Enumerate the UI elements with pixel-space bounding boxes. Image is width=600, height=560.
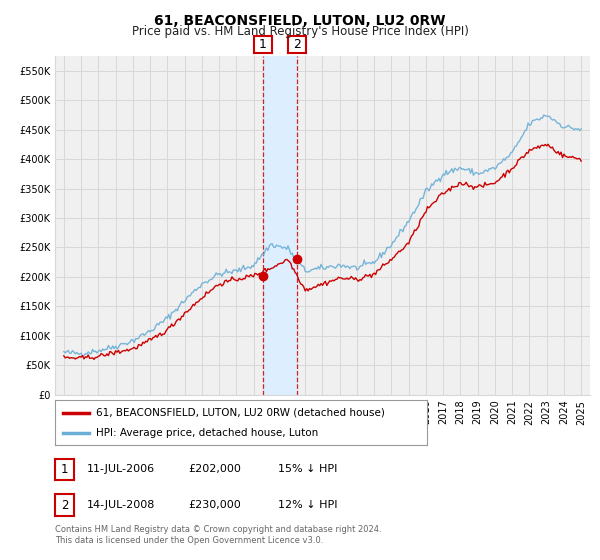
Text: 11-JUL-2006: 11-JUL-2006: [86, 464, 155, 474]
Text: Price paid vs. HM Land Registry's House Price Index (HPI): Price paid vs. HM Land Registry's House …: [131, 25, 469, 38]
Text: 12% ↓ HPI: 12% ↓ HPI: [278, 500, 338, 510]
Text: HPI: Average price, detached house, Luton: HPI: Average price, detached house, Luto…: [96, 428, 319, 438]
Text: £202,000: £202,000: [188, 464, 241, 474]
Text: 14-JUL-2008: 14-JUL-2008: [86, 500, 155, 510]
Text: 61, BEACONSFIELD, LUTON, LU2 0RW: 61, BEACONSFIELD, LUTON, LU2 0RW: [154, 14, 446, 28]
Text: 2: 2: [61, 498, 68, 512]
Text: 15% ↓ HPI: 15% ↓ HPI: [278, 464, 338, 474]
Text: 1: 1: [61, 463, 68, 476]
Text: £230,000: £230,000: [188, 500, 241, 510]
Bar: [263, 56, 298, 395]
Text: 61, BEACONSFIELD, LUTON, LU2 0RW (detached house): 61, BEACONSFIELD, LUTON, LU2 0RW (detach…: [96, 408, 385, 418]
Text: 1: 1: [259, 38, 266, 52]
Text: Contains HM Land Registry data © Crown copyright and database right 2024.
This d: Contains HM Land Registry data © Crown c…: [55, 525, 382, 545]
Text: 2: 2: [293, 38, 301, 52]
